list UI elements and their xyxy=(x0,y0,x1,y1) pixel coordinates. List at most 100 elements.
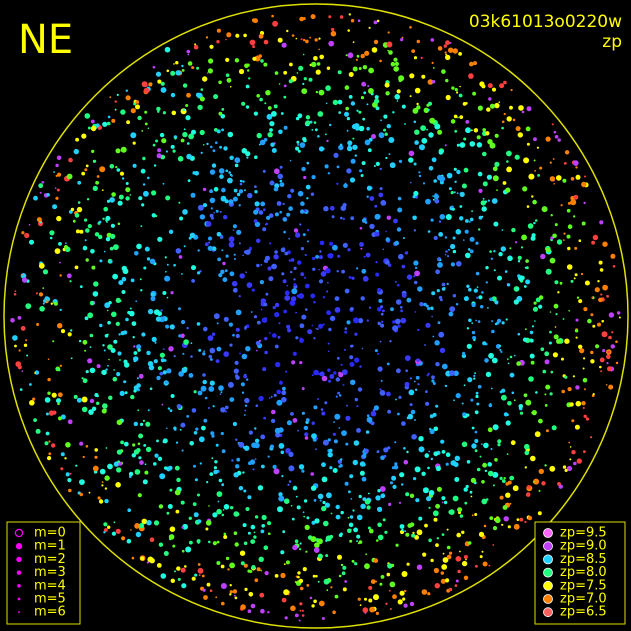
star xyxy=(259,280,264,285)
star xyxy=(414,129,420,135)
star xyxy=(601,319,604,323)
star xyxy=(161,403,164,406)
star xyxy=(59,308,62,312)
star xyxy=(340,458,343,461)
star xyxy=(218,385,224,391)
star xyxy=(176,404,182,409)
star xyxy=(47,377,51,382)
star xyxy=(221,128,225,132)
star xyxy=(487,199,490,202)
star xyxy=(29,400,35,406)
star xyxy=(223,504,230,510)
star xyxy=(494,322,498,326)
star xyxy=(146,561,149,564)
star xyxy=(319,371,325,377)
star xyxy=(501,229,504,231)
star xyxy=(454,455,460,461)
star xyxy=(360,174,364,177)
star xyxy=(208,407,210,409)
star xyxy=(370,410,377,417)
star xyxy=(215,359,220,363)
star xyxy=(264,350,268,355)
star xyxy=(190,342,193,345)
star xyxy=(110,348,116,353)
star xyxy=(90,249,95,254)
star xyxy=(260,569,263,572)
star xyxy=(241,101,246,106)
star xyxy=(321,617,325,620)
star xyxy=(517,132,523,138)
star xyxy=(142,419,145,422)
star xyxy=(469,236,475,242)
star xyxy=(280,450,285,455)
star xyxy=(274,312,280,318)
star xyxy=(318,146,325,152)
star xyxy=(541,206,548,213)
star xyxy=(478,215,483,220)
star xyxy=(405,532,410,537)
star xyxy=(471,302,476,308)
star xyxy=(243,250,248,254)
star xyxy=(445,53,447,56)
star xyxy=(337,554,342,560)
star xyxy=(456,261,462,267)
star xyxy=(219,145,223,149)
star xyxy=(317,553,323,559)
star xyxy=(437,46,443,51)
star xyxy=(525,126,531,132)
star xyxy=(92,465,99,472)
star xyxy=(456,91,459,94)
star xyxy=(242,471,245,474)
star xyxy=(301,166,306,172)
star xyxy=(505,187,511,193)
star xyxy=(599,365,602,369)
star xyxy=(411,49,416,53)
star xyxy=(573,160,579,166)
star xyxy=(59,261,61,264)
star xyxy=(430,558,434,563)
star xyxy=(400,309,403,313)
star xyxy=(191,129,196,135)
magnitude-label: m=6 xyxy=(34,605,66,620)
star xyxy=(582,367,585,370)
star xyxy=(315,128,318,132)
star xyxy=(293,266,297,270)
star xyxy=(143,444,147,447)
star xyxy=(426,496,432,502)
star xyxy=(325,85,331,91)
star xyxy=(378,298,383,303)
star xyxy=(475,319,477,322)
star xyxy=(413,477,417,481)
star xyxy=(435,465,441,472)
star xyxy=(499,83,505,89)
star xyxy=(512,118,516,122)
star xyxy=(84,239,87,242)
star xyxy=(329,241,334,246)
star xyxy=(165,271,167,273)
star xyxy=(377,321,381,326)
star xyxy=(183,245,186,248)
star xyxy=(254,201,260,207)
star xyxy=(181,549,185,553)
star xyxy=(509,355,513,359)
zp-label: zp=9.0 xyxy=(560,539,607,554)
star xyxy=(299,16,304,22)
magnitude-marker xyxy=(18,611,20,614)
star xyxy=(199,214,206,220)
star xyxy=(336,165,340,169)
star xyxy=(232,229,235,232)
star xyxy=(238,189,243,194)
star xyxy=(66,273,72,279)
star xyxy=(524,443,530,450)
star xyxy=(264,259,268,263)
star xyxy=(260,308,263,311)
star xyxy=(228,322,233,327)
star xyxy=(427,108,430,112)
star xyxy=(315,437,319,440)
star xyxy=(380,575,385,579)
star xyxy=(59,364,62,367)
star xyxy=(326,66,331,70)
star xyxy=(509,105,513,110)
star xyxy=(329,374,335,379)
star xyxy=(284,295,291,301)
